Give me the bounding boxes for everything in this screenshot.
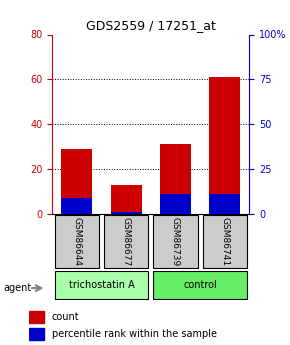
Bar [29, 328, 44, 340]
Bar [209, 77, 240, 214]
Title: GDS2559 / 17251_at: GDS2559 / 17251_at [86, 19, 216, 32]
Bar [110, 212, 142, 214]
Text: GSM86741: GSM86741 [220, 217, 229, 266]
Text: control: control [183, 280, 217, 289]
Text: GSM86644: GSM86644 [72, 217, 81, 266]
Text: percentile rank within the sample: percentile rank within the sample [52, 329, 217, 339]
Text: trichostatin A: trichostatin A [69, 280, 134, 289]
Bar [61, 198, 93, 214]
Bar [110, 185, 142, 214]
Bar [61, 149, 93, 214]
FancyBboxPatch shape [153, 215, 198, 268]
FancyBboxPatch shape [55, 215, 99, 268]
Bar [160, 194, 191, 214]
FancyBboxPatch shape [55, 270, 148, 298]
FancyBboxPatch shape [104, 215, 148, 268]
Bar [160, 144, 191, 214]
FancyBboxPatch shape [202, 215, 247, 268]
Text: agent: agent [3, 283, 31, 293]
FancyBboxPatch shape [153, 270, 247, 298]
Text: GSM86739: GSM86739 [171, 217, 180, 266]
Bar [29, 310, 44, 323]
Text: GSM86677: GSM86677 [122, 217, 131, 266]
Text: count: count [52, 312, 79, 322]
Bar [209, 194, 240, 214]
